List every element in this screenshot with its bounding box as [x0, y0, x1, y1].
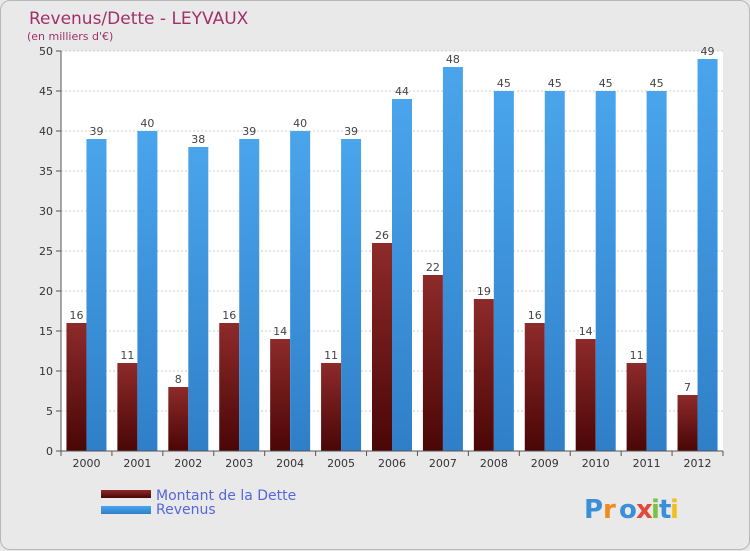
logo-letter: i — [670, 495, 679, 525]
data-label: 40 — [140, 117, 154, 130]
data-label: 11 — [120, 349, 134, 362]
bar-debt — [524, 323, 545, 451]
bar-revenus — [392, 99, 412, 451]
data-label: 48 — [446, 53, 460, 66]
axes: 0 5 10 15 20 25 30 35 40 45 50 2000 2001 2002 2003 2004… — [39, 45, 724, 470]
bar-revenus — [442, 67, 463, 451]
bar-debt — [219, 323, 240, 451]
bar-debt — [575, 339, 596, 451]
legend: Montant de la Dette Revenus — [101, 488, 296, 518]
data-label: 16 — [528, 309, 542, 322]
data-label: 11 — [630, 349, 644, 362]
bar-revenus — [86, 139, 107, 451]
y-tick-label: 40 — [39, 125, 53, 138]
bar-debt — [372, 243, 392, 451]
y-tick-label: 45 — [39, 85, 53, 98]
logo-letter: i — [651, 495, 660, 525]
logo-letter: P — [584, 495, 603, 525]
x-tick-label: 2002 — [174, 457, 202, 470]
y-tick-label: 25 — [39, 245, 53, 258]
data-label: 44 — [395, 85, 409, 98]
bar-debt — [321, 363, 342, 451]
bars: 16 39 11 40 8 38 16 39 14 40 11 39 26 44 22 48 19 45 16 45 1… — [66, 45, 718, 451]
y-tick-label: 20 — [39, 285, 53, 298]
bar-revenus — [137, 131, 158, 451]
data-label: 14 — [273, 325, 287, 338]
y-tick-label: 30 — [39, 205, 53, 218]
data-label: 14 — [579, 325, 593, 338]
data-label: 19 — [477, 285, 491, 298]
bar-debt — [626, 363, 647, 451]
legend-swatch-debt — [101, 490, 151, 498]
bar-revenus — [646, 91, 667, 451]
data-label: 45 — [650, 77, 664, 90]
data-label: 40 — [293, 117, 307, 130]
data-label: 16 — [222, 309, 236, 322]
data-label: 8 — [175, 373, 182, 386]
x-tick-label: 2012 — [684, 457, 712, 470]
bar-debt — [422, 275, 443, 451]
logo-letter: x — [636, 495, 653, 525]
bar-revenus — [341, 139, 362, 451]
x-tick-label: 2000 — [72, 457, 100, 470]
data-label: 11 — [324, 349, 338, 362]
bar-debt — [66, 323, 87, 451]
logo-letter: r — [603, 495, 616, 525]
bar-debt — [117, 363, 138, 451]
x-tick-label: 2001 — [123, 457, 151, 470]
data-label: 38 — [191, 133, 205, 146]
x-tick-label: 2004 — [276, 457, 304, 470]
legend-label-revenus: Revenus — [156, 502, 216, 518]
bar-revenus — [290, 131, 311, 451]
y-tick-label: 50 — [39, 45, 53, 58]
x-tick-label: 2011 — [633, 457, 661, 470]
bar-debt — [677, 395, 698, 451]
logo-letter: o — [619, 495, 637, 525]
data-label: 22 — [426, 261, 440, 274]
data-label: 26 — [375, 229, 389, 242]
data-label: 39 — [344, 125, 358, 138]
x-tick-label: 2003 — [225, 457, 253, 470]
legend-label-debt: Montant de la Dette — [156, 488, 296, 504]
logo-letter: t — [659, 495, 671, 525]
bar-revenus — [595, 91, 616, 451]
x-tick-label: 2005 — [327, 457, 355, 470]
y-tick-label: 0 — [46, 445, 53, 458]
x-tick-label: 2009 — [531, 457, 559, 470]
bar-revenus — [188, 147, 209, 451]
data-label: 45 — [497, 77, 511, 90]
y-tick-label: 10 — [39, 365, 53, 378]
chart-subtitle: (en milliers d'€) — [27, 30, 113, 43]
data-label: 39 — [242, 125, 256, 138]
data-label: 45 — [599, 77, 613, 90]
bar-revenus — [544, 91, 565, 451]
x-tick-label: 2008 — [480, 457, 508, 470]
y-tick-label: 35 — [39, 165, 53, 178]
bar-debt — [473, 299, 494, 451]
bar-debt — [270, 339, 291, 451]
y-tick-label: 5 — [46, 405, 53, 418]
chart-title: Revenus/Dette - LEYVAUX — [29, 9, 249, 29]
data-label: 45 — [548, 77, 562, 90]
data-label: 16 — [69, 309, 83, 322]
bar-revenus — [697, 59, 718, 451]
x-tick-label: 2007 — [429, 457, 457, 470]
data-label: 7 — [684, 381, 691, 394]
data-label: 49 — [701, 45, 715, 58]
y-tick-label: 15 — [39, 325, 53, 338]
bar-revenus — [239, 139, 260, 451]
x-tick-label: 2006 — [378, 457, 406, 470]
legend-swatch-revenus — [101, 506, 151, 514]
bar-debt — [168, 387, 189, 451]
bar-revenus — [493, 91, 514, 451]
x-tick-label: 2010 — [582, 457, 610, 470]
data-label: 39 — [89, 125, 103, 138]
